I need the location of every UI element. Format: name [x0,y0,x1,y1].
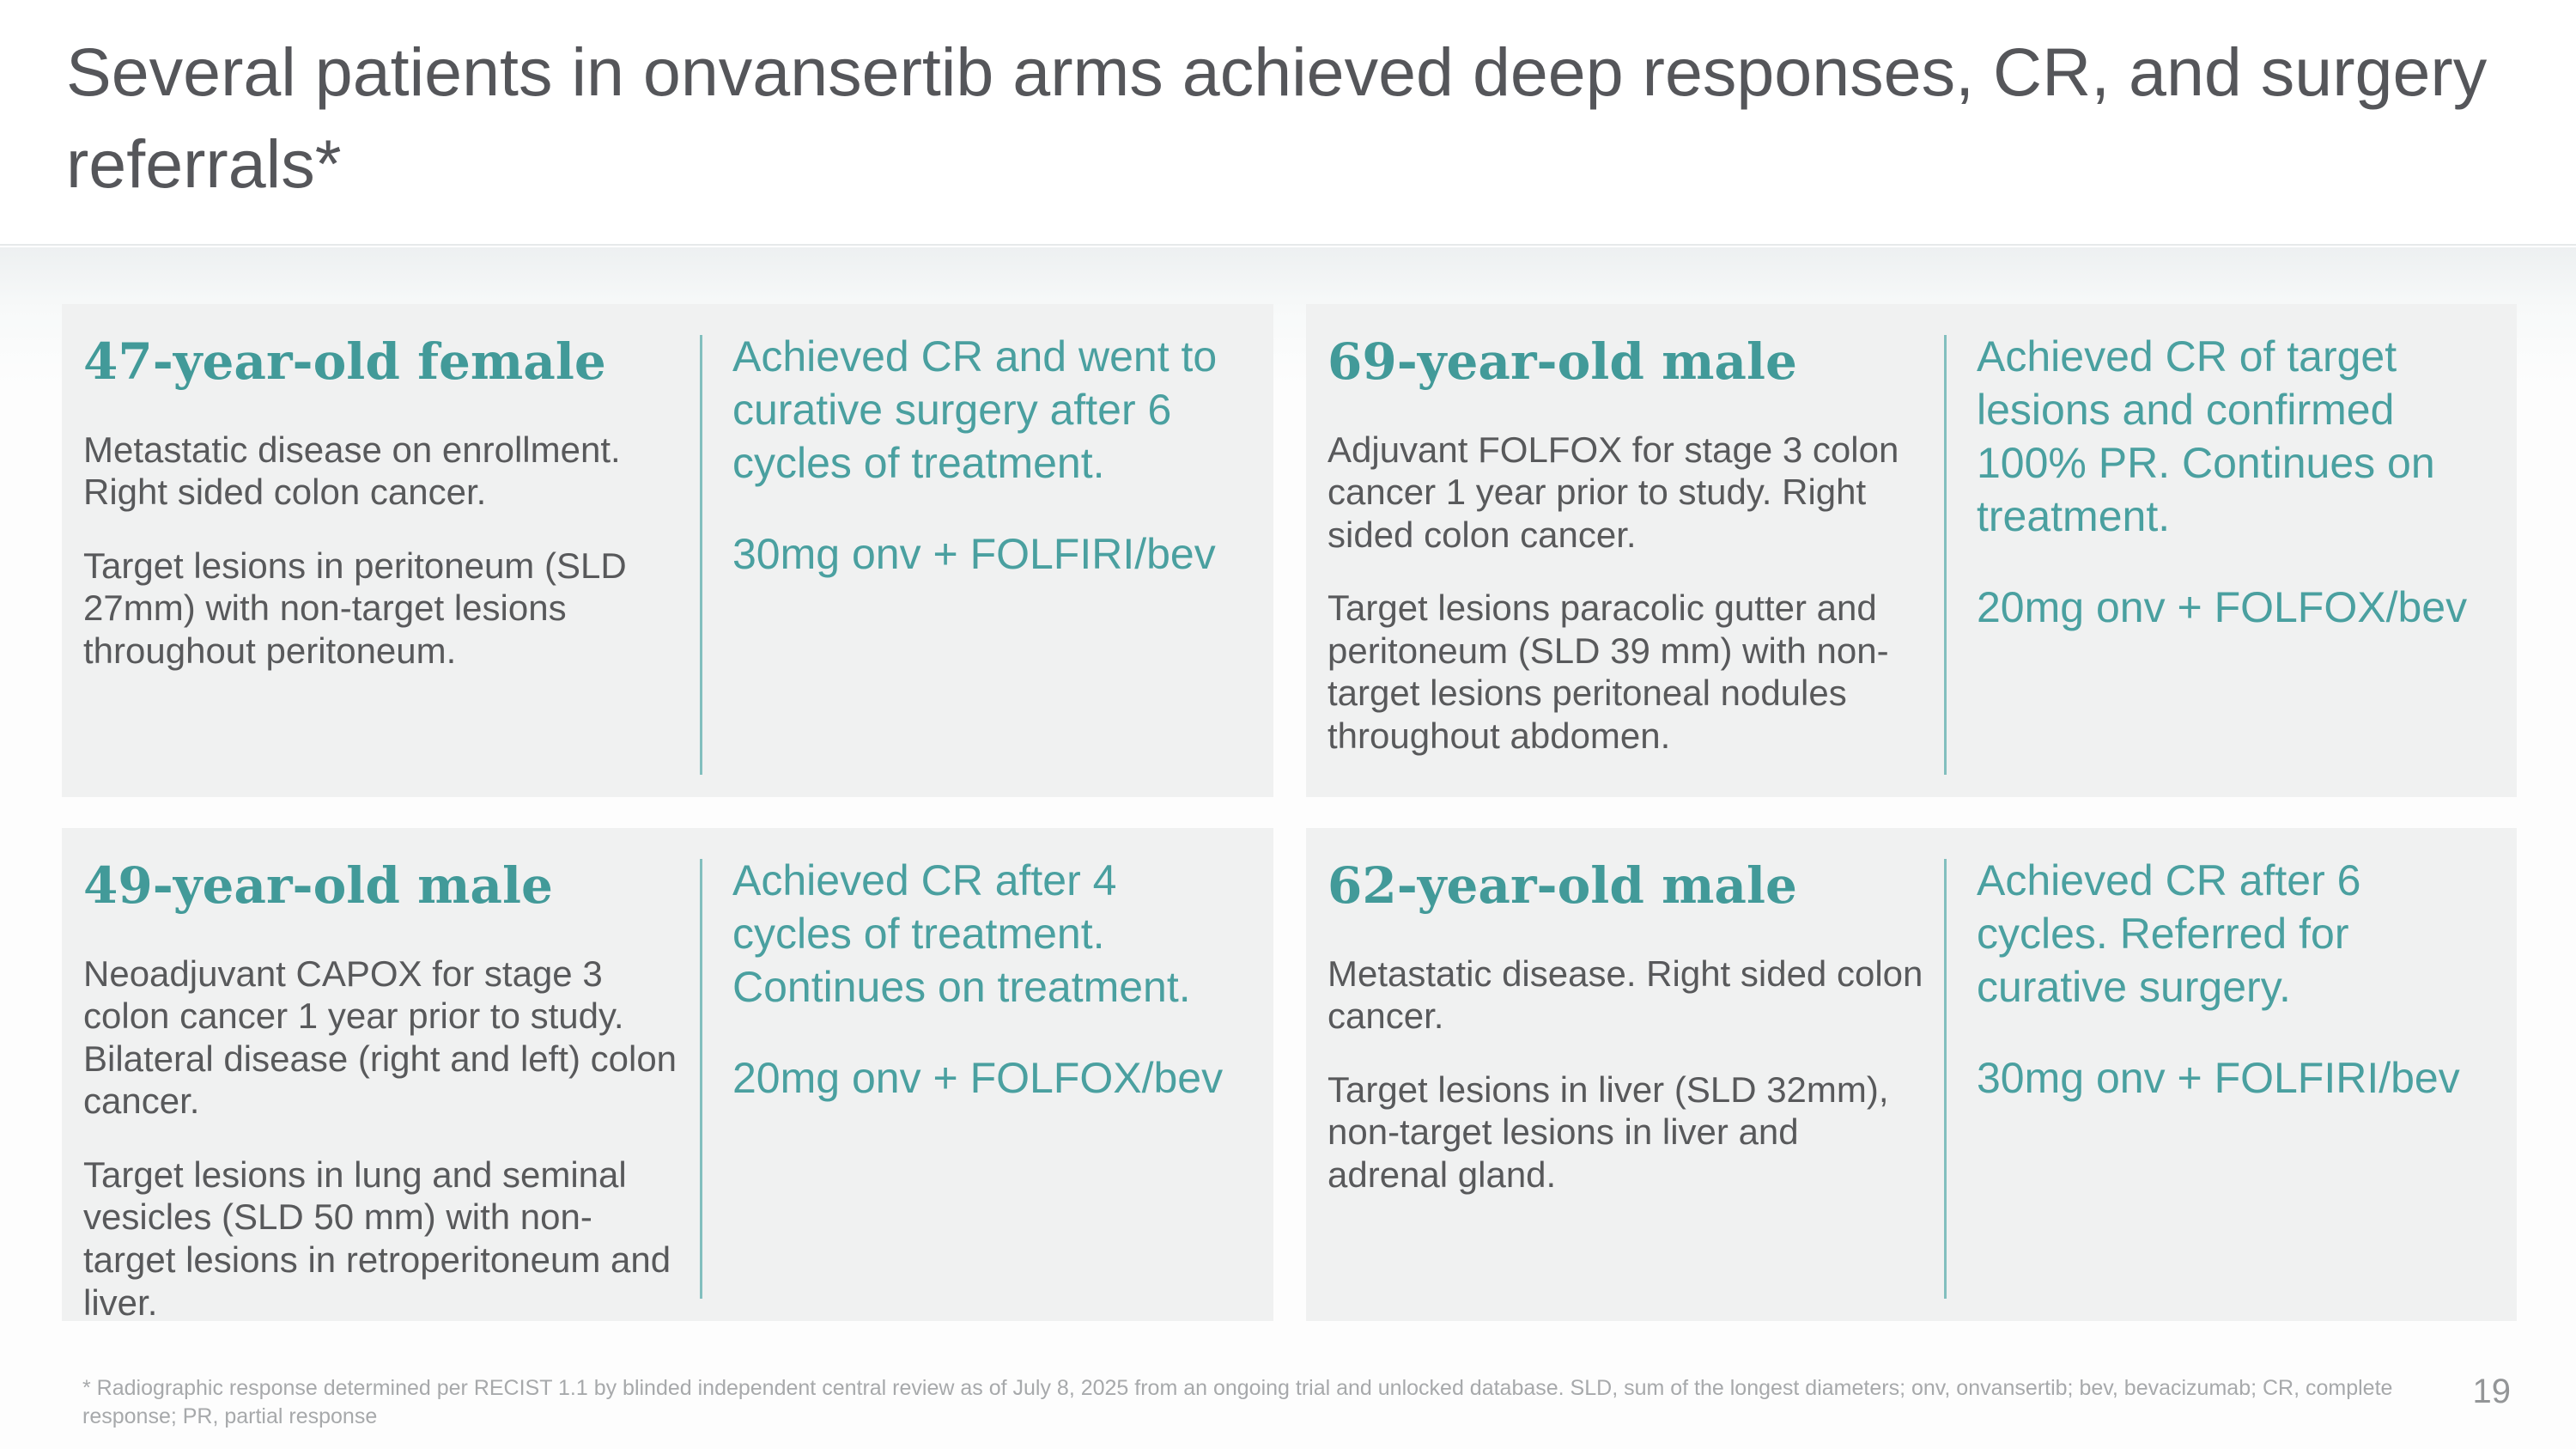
patient-regimen: 20mg onv + FOLFOX/bev [732,1054,1224,1102]
patient-heading: 69-year-old male [1327,332,1797,391]
patient-regimen: 30mg onv + FOLFIRI/bev [1977,1054,2460,1102]
patient-outcome-column: Achieved CR after 4 cycles of treatment.… [702,828,1273,1321]
patient-heading: 47-year-old female [83,332,606,391]
patient-outcome: Achieved CR after 6 cycles. Referred for… [1977,856,2361,1011]
patient-lesions: Target lesions in lung and seminal vesic… [83,1154,671,1323]
slide-title: Several patients in onvansertib arms ach… [66,33,2488,203]
patient-outcome: Achieved CR of target lesions and confir… [1977,332,2435,540]
patient-regimen: 20mg onv + FOLFOX/bev [1977,583,2468,631]
patient-history: Adjuvant FOLFOX for stage 3 colon cancer… [1327,429,1899,555]
patient-details-column: 47-year-old female Metastatic disease on… [62,304,700,797]
card-divider [700,859,702,1299]
patient-regimen: 30mg onv + FOLFIRI/bev [732,530,1216,578]
patient-cards-grid: 47-year-old female Metastatic disease on… [62,304,2517,1323]
patient-outcome-column: Achieved CR of target lesions and confir… [1947,304,2517,797]
patient-heading: 62-year-old male [1327,856,1797,915]
patient-card-69yo-male: 69-year-old male Adjuvant FOLFOX for sta… [1306,304,2517,797]
slide-header: Several patients in onvansertib arms ach… [0,0,2576,246]
patient-details-column: 62-year-old male Metastatic disease. Rig… [1306,828,1944,1321]
patient-lesions: Target lesions paracolic gutter and peri… [1327,588,1889,756]
patient-outcome-column: Achieved CR after 6 cycles. Referred for… [1947,828,2517,1321]
patient-history: Neoadjuvant CAPOX for stage 3 colon canc… [83,953,677,1122]
card-divider [700,335,702,775]
page-number: 19 [2472,1373,2512,1410]
patient-history: Metastatic disease. Right sided colon ca… [1327,953,1923,1037]
slide-content: 47-year-old female Metastatic disease on… [0,247,2576,1449]
card-divider [1944,335,1947,775]
patient-lesions: Target lesions in peritoneum (SLD 27mm) … [83,545,627,671]
patient-heading: 49-year-old male [83,856,553,915]
patient-lesions: Target lesions in liver (SLD 32mm), non-… [1327,1068,1889,1195]
card-divider [1944,859,1947,1299]
patient-outcome-column: Achieved CR and went to curative surgery… [702,304,1273,797]
patient-details-column: 49-year-old male Neoadjuvant CAPOX for s… [62,828,700,1323]
patient-card-49yo-male: 49-year-old male Neoadjuvant CAPOX for s… [62,828,1273,1323]
patient-details-column: 69-year-old male Adjuvant FOLFOX for sta… [1306,304,1944,797]
patient-card-62yo-male: 62-year-old male Metastatic disease. Rig… [1306,828,2517,1321]
footnote: * Radiographic response determined per R… [82,1376,2393,1428]
patient-outcome: Achieved CR and went to curative surgery… [732,332,1218,487]
patient-history: Metastatic disease on enrollment. Right … [83,429,621,513]
patient-card-47yo-female: 47-year-old female Metastatic disease on… [62,304,1273,797]
patient-outcome: Achieved CR after 4 cycles of treatment.… [732,856,1191,1011]
